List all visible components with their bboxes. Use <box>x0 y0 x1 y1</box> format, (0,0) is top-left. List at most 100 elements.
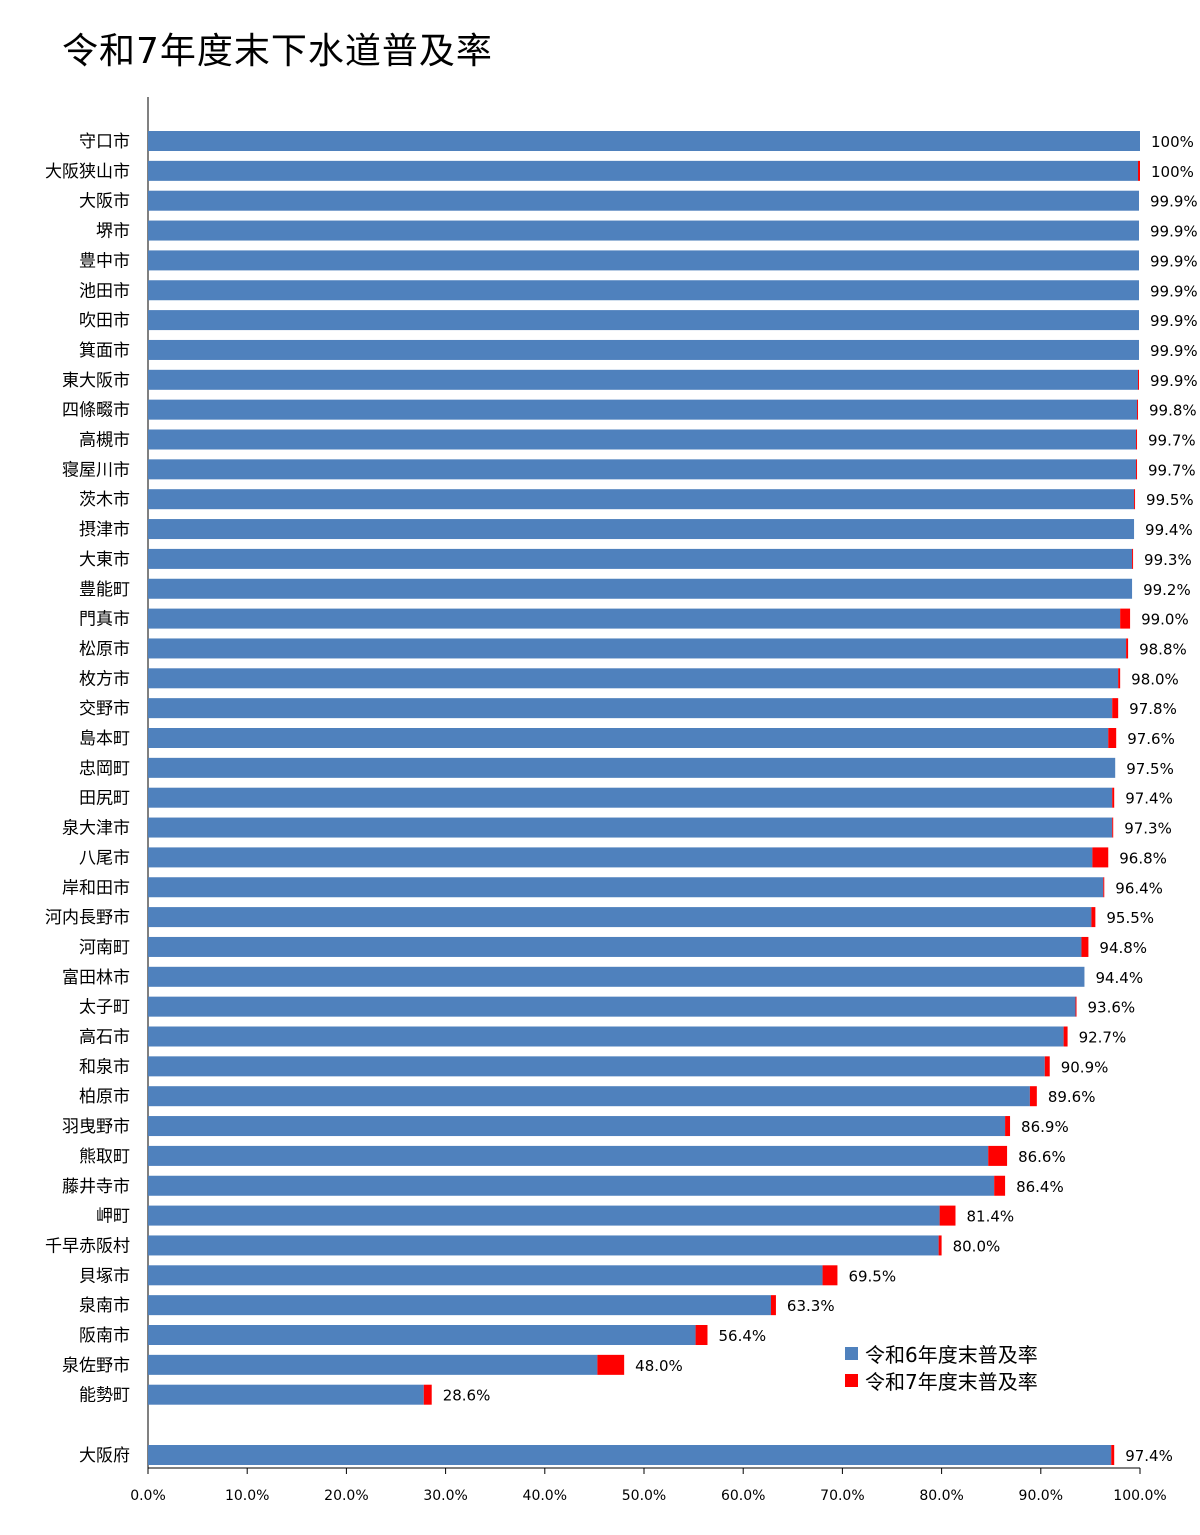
bar-r7 <box>1075 996 1077 1017</box>
x-tick-label: 60.0% <box>721 1488 765 1504</box>
data-label: 96.8% <box>1119 849 1167 867</box>
bar-r7 <box>597 1354 625 1375</box>
category-label: 交野市 <box>79 699 130 719</box>
bar-r6 <box>148 936 1082 957</box>
bar-r6 <box>148 787 1113 808</box>
category-label: 豊能町 <box>79 580 130 600</box>
data-label: 99.4% <box>1145 521 1193 539</box>
bar-r6 <box>148 310 1140 331</box>
data-label: 99.9% <box>1150 223 1198 241</box>
category-label: 泉佐野市 <box>62 1356 130 1376</box>
bar-r6 <box>148 757 1116 778</box>
category-label: 河内長野市 <box>45 908 130 928</box>
data-label: 97.6% <box>1127 730 1175 748</box>
category-label: 泉大津市 <box>62 819 130 839</box>
category-label: 枚方市 <box>79 669 130 689</box>
bar-r7 <box>695 1325 708 1345</box>
bar-r6 <box>148 638 1127 659</box>
bar-r7 <box>1137 399 1139 420</box>
bar-r7 <box>1092 847 1109 868</box>
category-label: 貝塚市 <box>79 1266 130 1286</box>
bar-r6 <box>148 966 1085 987</box>
category-label: 能勢町 <box>79 1386 130 1406</box>
data-label: 94.8% <box>1099 939 1147 957</box>
data-label: 98.8% <box>1139 640 1187 658</box>
bar-r6 <box>148 996 1076 1017</box>
bar-r7 <box>1112 817 1114 838</box>
bar-r7 <box>822 1265 838 1286</box>
bar-r7 <box>1132 548 1134 569</box>
x-tick-label: 50.0% <box>622 1488 666 1504</box>
category-label: 四條畷市 <box>62 401 130 421</box>
data-label: 81.4% <box>966 1208 1014 1226</box>
category-label: 大阪市 <box>79 192 130 212</box>
legend: 令和6年度末普及率 令和7年度末普及率 <box>845 1340 1038 1394</box>
category-label: 吹田市 <box>79 311 130 331</box>
bar-r6 <box>148 847 1093 868</box>
category-label: 八尾市 <box>79 848 130 868</box>
bar-r7 <box>770 1295 776 1316</box>
data-label: 99.9% <box>1150 282 1198 300</box>
bar-r7 <box>938 1235 942 1256</box>
category-label: 富田林市 <box>62 968 130 988</box>
data-label: 96.4% <box>1115 879 1163 897</box>
bar-r6 <box>148 280 1140 301</box>
bar-r6 <box>148 1205 940 1226</box>
legend-item-r7: 令和7年度末普及率 <box>845 1367 1038 1394</box>
bar-r6 <box>148 1056 1045 1077</box>
category-label: 千早赤阪村 <box>45 1236 130 1256</box>
data-label: 89.6% <box>1048 1088 1096 1106</box>
category-label: 大阪府 <box>79 1446 130 1466</box>
x-tick-label: 40.0% <box>523 1488 567 1504</box>
bar-r6 <box>148 817 1113 838</box>
bar-r6 <box>148 131 1140 151</box>
bar-r6 <box>148 519 1135 540</box>
data-label: 99.9% <box>1150 342 1198 360</box>
data-label: 99.8% <box>1149 402 1197 420</box>
bar-r7 <box>1103 877 1105 898</box>
x-tick-label: 90.0% <box>1019 1488 1063 1504</box>
bar-r6 <box>148 1295 771 1316</box>
bar-r6 <box>148 429 1137 450</box>
data-label: 94.4% <box>1095 969 1143 987</box>
category-label: 藤井寺市 <box>62 1177 130 1197</box>
bar-r7 <box>1005 1116 1011 1137</box>
category-label: 泉南市 <box>79 1296 130 1316</box>
category-label: 池田市 <box>79 281 130 301</box>
bar-r7 <box>994 1175 1006 1196</box>
category-label: 東大阪市 <box>62 371 130 391</box>
bar-r7 <box>423 1384 432 1405</box>
bar-r6 <box>148 190 1140 211</box>
data-label: 80.0% <box>953 1237 1001 1255</box>
bar-r6 <box>148 339 1140 360</box>
bar-r7 <box>1134 489 1136 510</box>
category-label: 柏原市 <box>79 1087 130 1107</box>
data-label: 97.8% <box>1129 700 1177 718</box>
data-label: 69.5% <box>848 1267 896 1285</box>
bar-r6 <box>148 220 1140 241</box>
category-label: 摂津市 <box>79 520 130 540</box>
data-label: 99.7% <box>1148 432 1196 450</box>
legend-swatch-r7 <box>845 1374 858 1387</box>
category-label: 大阪狭山市 <box>45 162 130 182</box>
bar-r6 <box>148 160 1139 181</box>
data-label: 48.0% <box>635 1357 683 1375</box>
data-label: 99.9% <box>1150 252 1198 270</box>
bar-r6 <box>148 1235 939 1256</box>
bar-r6 <box>148 668 1119 689</box>
data-label: 99.9% <box>1150 312 1198 330</box>
bar-r7 <box>1136 459 1138 480</box>
bar-r6 <box>148 728 1109 748</box>
bar-r6 <box>148 578 1133 599</box>
bar-r6 <box>148 489 1135 510</box>
data-label: 97.4% <box>1125 1447 1173 1465</box>
bar-r6 <box>148 459 1137 480</box>
bar-r7 <box>1112 787 1115 808</box>
data-label: 93.6% <box>1088 999 1136 1017</box>
bar-r6 <box>148 1175 995 1196</box>
category-label: 寝屋川市 <box>62 459 130 480</box>
bar-r6 <box>148 1086 1030 1107</box>
bar-r6 <box>148 1384 424 1405</box>
data-label: 92.7% <box>1079 1029 1127 1047</box>
bar-r7 <box>1063 1026 1068 1047</box>
